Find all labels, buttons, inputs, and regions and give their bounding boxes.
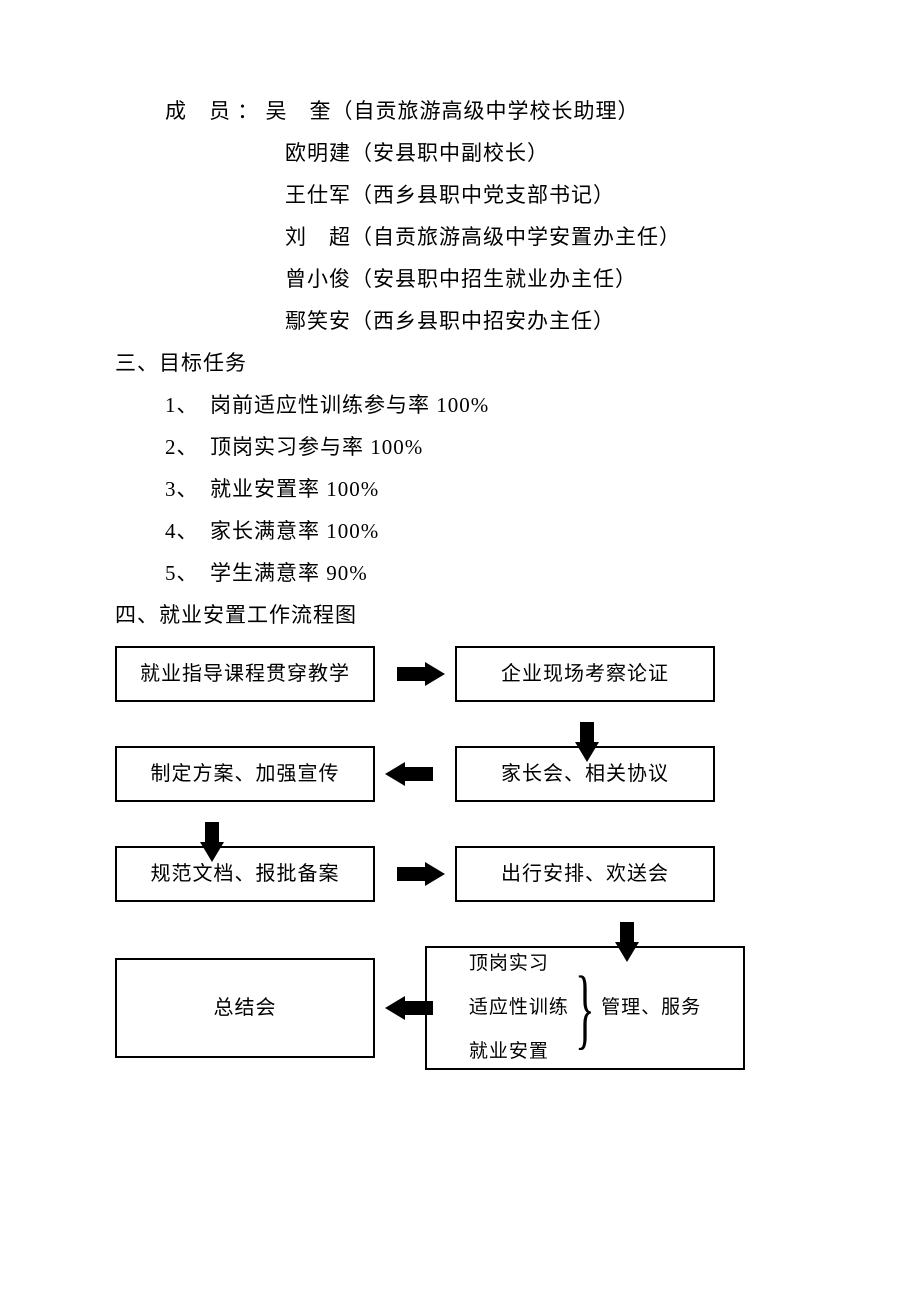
flow-arrow-6 xyxy=(385,996,405,1020)
member-name-3: 刘 超 xyxy=(285,225,351,249)
flow-arrow-1 xyxy=(575,742,599,762)
target-5: 5、 学生满意率 90% xyxy=(115,552,805,594)
flow-arrow-0 xyxy=(425,662,445,686)
member-name-2: 王仕军 xyxy=(285,183,351,207)
target-3: 3、 就业安置率 100% xyxy=(115,468,805,510)
flow-node-n2: 企业现场考察论证 xyxy=(455,646,715,702)
member-name-0: 吴 奎 xyxy=(266,99,332,123)
member-title-2: （西乡县职中党支部书记） xyxy=(351,183,615,207)
member-line-3: 刘 超（自贡旅游高级中学安置办主任） xyxy=(115,216,805,258)
flow-arrow-4 xyxy=(425,862,445,886)
document-page: 成 员 ： 吴 奎（自贡旅游高级中学校长助理） 欧明建（安县职中副校长） 王仕军… xyxy=(0,0,920,1146)
flow-node-n8-item: 顶岗实习 xyxy=(469,945,569,983)
members-first-line: 成 员 ： 吴 奎（自贡旅游高级中学校长助理） xyxy=(115,90,805,132)
flow-node-n3: 制定方案、加强宣传 xyxy=(115,746,375,802)
member-line-1: 欧明建（安县职中副校长） xyxy=(115,132,805,174)
flow-node-n6: 出行安排、欢送会 xyxy=(455,846,715,902)
flow-node-n8-right: 管理、服务 xyxy=(601,989,701,1027)
target-4: 4、 家长满意率 100% xyxy=(115,510,805,552)
flow-node-n8: 顶岗实习适应性训练就业安置}管理、服务 xyxy=(425,946,745,1070)
member-line-5: 鄢笑安（西乡县职中招安办主任） xyxy=(115,300,805,342)
section-3-title: 三、目标任务 xyxy=(115,342,805,384)
target-2: 2、 顶岗实习参与率 100% xyxy=(115,426,805,468)
flow-node-n7: 总结会 xyxy=(115,958,375,1058)
flow-node-n5: 规范文档、报批备案 xyxy=(115,846,375,902)
members-label: 成 员 ： xyxy=(165,99,259,123)
flow-node-n8-item: 适应性训练 xyxy=(469,989,569,1027)
member-line-4: 曾小俊（安县职中招生就业办主任） xyxy=(115,258,805,300)
flow-node-n1: 就业指导课程贯穿教学 xyxy=(115,646,375,702)
member-title-0: （自贡旅游高级中学校长助理） xyxy=(332,99,640,123)
member-title-3: （自贡旅游高级中学安置办主任） xyxy=(351,225,681,249)
member-title-5: （西乡县职中招安办主任） xyxy=(351,309,615,333)
flow-arrow-5 xyxy=(615,942,639,962)
flow-node-n8-item: 就业安置 xyxy=(469,1033,569,1071)
member-title-4: （安县职中招生就业办主任） xyxy=(351,267,637,291)
flow-arrow-2 xyxy=(385,762,405,786)
brace-icon: } xyxy=(575,977,595,1040)
flow-arrow-3 xyxy=(200,842,224,862)
member-title-1: （安县职中副校长） xyxy=(351,141,549,165)
target-1: 1、 岗前适应性训练参与率 100% xyxy=(115,384,805,426)
flowchart: 就业指导课程贯穿教学企业现场考察论证制定方案、加强宣传家长会、相关协议规范文档、… xyxy=(115,646,815,1146)
member-name-4: 曾小俊 xyxy=(285,267,351,291)
member-line-2: 王仕军（西乡县职中党支部书记） xyxy=(115,174,805,216)
member-name-1: 欧明建 xyxy=(285,141,351,165)
section-4-title: 四、就业安置工作流程图 xyxy=(115,594,805,636)
member-name-5: 鄢笑安 xyxy=(285,309,351,333)
